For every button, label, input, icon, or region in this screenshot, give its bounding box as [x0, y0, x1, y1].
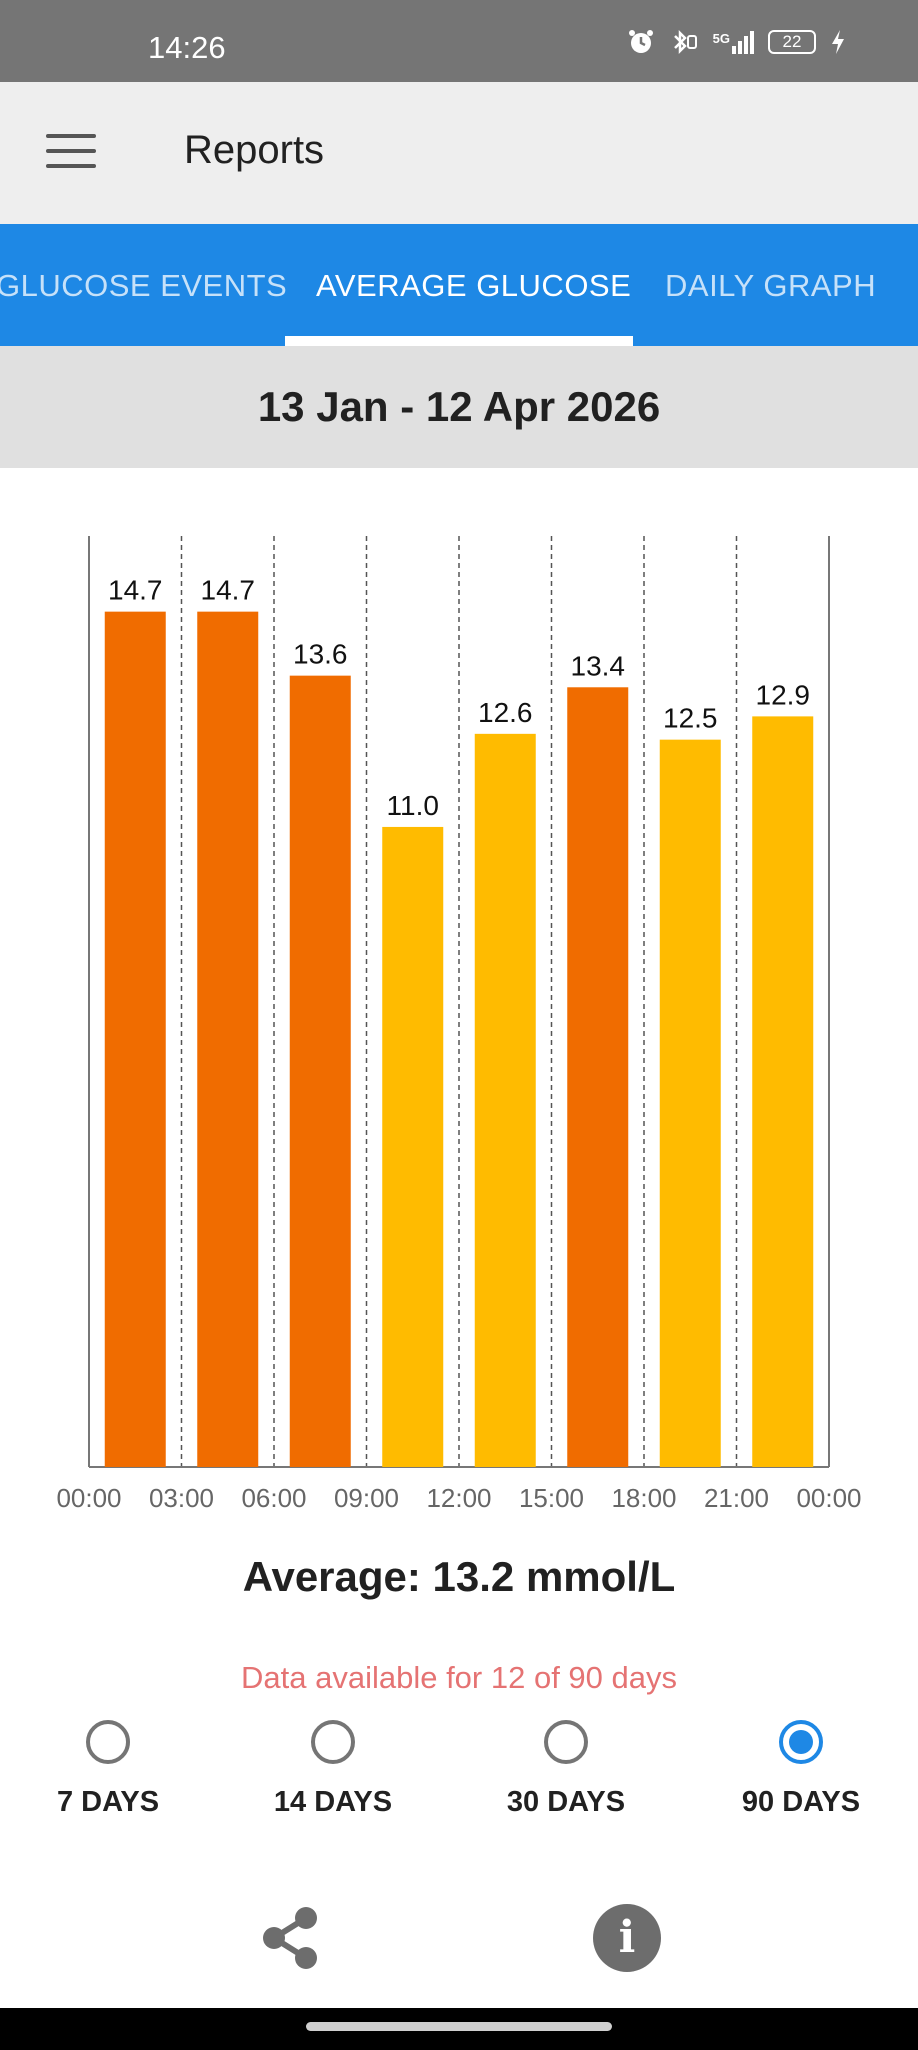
status-bar: 14:26 5G 22 [0, 0, 918, 82]
system-nav-bar [0, 2008, 918, 2050]
bar-value-label: 12.6 [478, 697, 533, 728]
bluetooth-icon [673, 29, 697, 55]
period-30-days-radio[interactable] [544, 1720, 588, 1764]
date-range-bar: 13 Jan - 12 Apr 2026 [0, 346, 918, 468]
bar-value-label: 12.5 [663, 703, 718, 734]
period-30-days[interactable]: 30 DAYS [466, 1720, 666, 1819]
app-bar: Reports [0, 82, 918, 224]
x-tick-label: 06:00 [241, 1483, 306, 1513]
bar [104, 611, 166, 1467]
network-type-label: 5G [712, 30, 730, 46]
x-tick-label: 15:00 [519, 1483, 584, 1513]
period-14-days-radio[interactable] [311, 1720, 355, 1764]
x-tick-label: 00:00 [796, 1483, 861, 1513]
share-icon[interactable] [256, 1904, 324, 1972]
info-icon[interactable]: i [593, 1904, 661, 1972]
bar [659, 739, 721, 1467]
status-time: 14:26 [148, 30, 226, 65]
charging-icon [832, 30, 844, 54]
report-tabs: GLUCOSE EVENTS AVERAGE GLUCOSE DAILY GRA… [0, 224, 918, 346]
average-value: Average: 13.2 mmol/L [242, 1553, 676, 1600]
tab-glucose-events[interactable]: GLUCOSE EVENTS [0, 268, 288, 303]
bar [474, 733, 536, 1467]
alarm-icon [628, 30, 653, 53]
period-90-days[interactable]: 90 DAYS [701, 1720, 901, 1819]
page-title: Reports [184, 128, 325, 172]
bar-value-label: 13.6 [293, 639, 348, 670]
bar-value-label: 13.4 [571, 650, 626, 681]
bar [752, 716, 814, 1467]
period-90-days-label: 90 DAYS [741, 1786, 861, 1818]
bar [567, 687, 629, 1467]
status-icons: 5G 22 [627, 28, 846, 56]
average-glucose-chart: 14.7 14.7 13.6 11.0 12.6 13.4 12.5 12.9 00:00 03:… [56, 536, 862, 1513]
x-tick-label: 03:00 [149, 1483, 214, 1513]
period-30-days-label: 30 DAYS [506, 1786, 626, 1818]
data-availability-text: Data available for 12 of 90 days [241, 1660, 677, 1695]
x-tick-label: 21:00 [704, 1483, 769, 1513]
active-tab-indicator [285, 336, 633, 346]
bar-value-label: 14.7 [108, 575, 163, 606]
period-14-days[interactable]: 14 DAYS [233, 1720, 433, 1819]
tab-average-glucose[interactable]: AVERAGE GLUCOSE [316, 268, 632, 303]
bar-value-label: 11.0 [387, 790, 439, 821]
menu-icon[interactable] [46, 134, 96, 170]
battery-icon: 22 [768, 30, 816, 54]
x-tick-label: 12:00 [426, 1483, 491, 1513]
period-90-days-radio[interactable] [779, 1720, 823, 1764]
period-7-days-radio[interactable] [86, 1720, 130, 1764]
tab-daily-graph[interactable]: DAILY GRAPH [665, 268, 877, 303]
bar [289, 675, 351, 1467]
x-tick-label: 00:00 [56, 1483, 121, 1513]
bar [382, 826, 444, 1467]
battery-level: 22 [782, 32, 802, 51]
x-tick-label: 18:00 [611, 1483, 676, 1513]
bar-value-label: 14.7 [201, 575, 256, 606]
bar [197, 611, 259, 1467]
period-7-days-label: 7 DAYS [56, 1786, 160, 1818]
signal-icon: 5G [712, 30, 754, 54]
home-indicator[interactable] [306, 2022, 612, 2031]
bar-value-label: 12.9 [756, 679, 811, 710]
period-14-days-label: 14 DAYS [273, 1786, 393, 1818]
date-range: 13 Jan - 12 Apr 2026 [257, 383, 661, 430]
x-tick-label: 09:00 [334, 1483, 399, 1513]
period-7-days[interactable]: 7 DAYS [8, 1720, 208, 1819]
